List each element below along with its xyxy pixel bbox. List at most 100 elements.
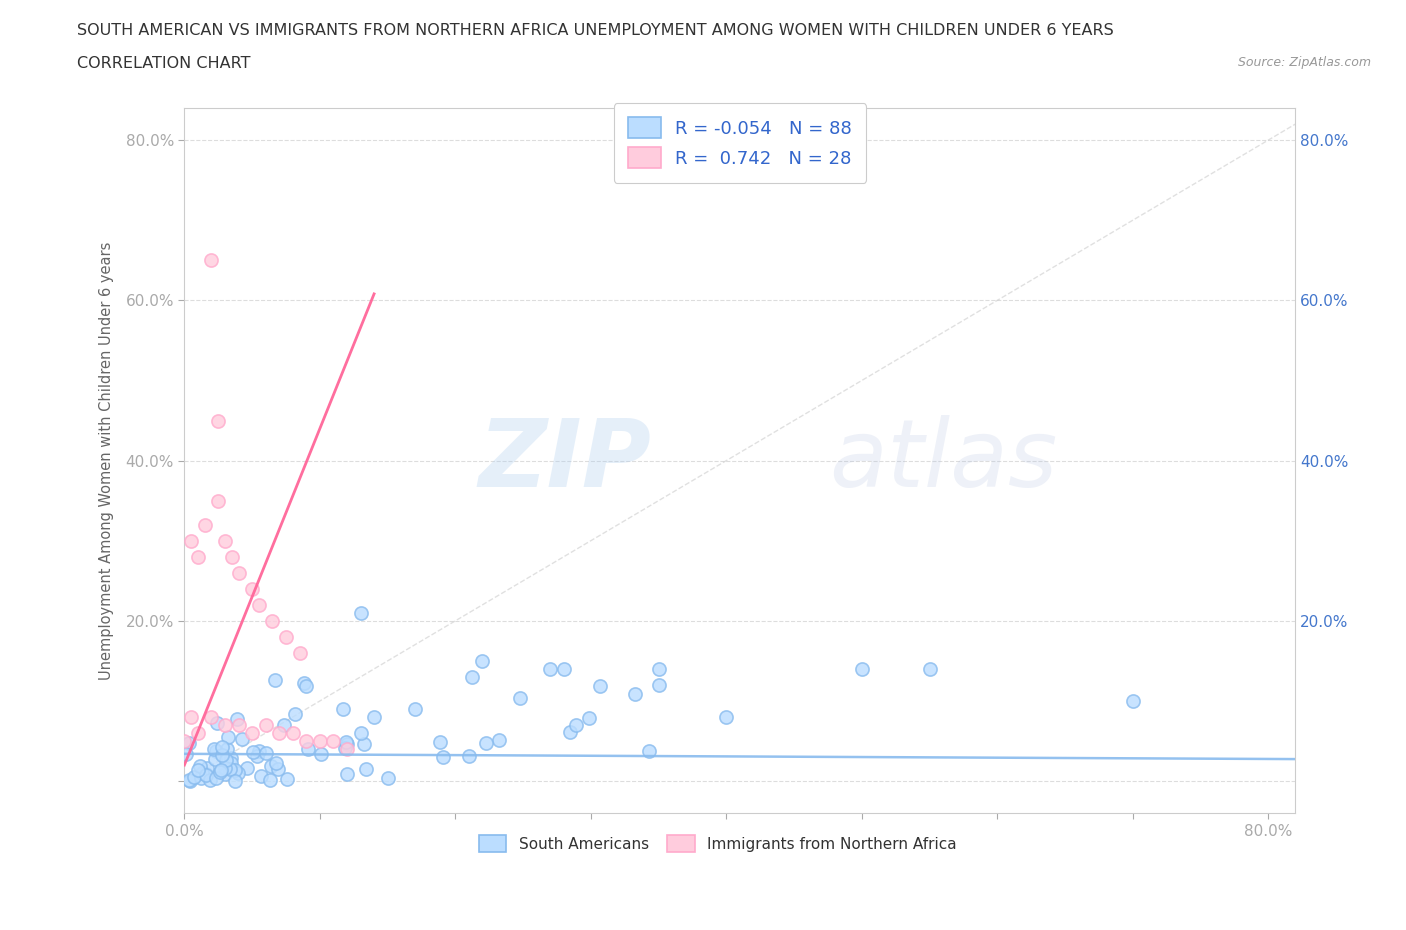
Point xyxy=(197,761,219,776)
Point xyxy=(565,718,588,733)
Point xyxy=(716,710,738,724)
Point xyxy=(295,678,318,693)
Point xyxy=(377,771,399,786)
Point xyxy=(349,605,371,620)
Point xyxy=(309,734,332,749)
Point xyxy=(214,718,236,733)
Point xyxy=(190,771,212,786)
Point xyxy=(509,691,531,706)
Point xyxy=(214,533,236,548)
Point xyxy=(336,741,359,756)
Point xyxy=(269,725,291,740)
Point xyxy=(297,741,319,756)
Point xyxy=(212,749,235,764)
Point xyxy=(349,725,371,740)
Text: Source: ZipAtlas.com: Source: ZipAtlas.com xyxy=(1237,56,1371,69)
Point xyxy=(246,749,269,764)
Point xyxy=(457,749,479,764)
Point xyxy=(589,678,612,693)
Text: atlas: atlas xyxy=(828,415,1057,506)
Point xyxy=(558,724,581,739)
Point xyxy=(226,765,249,780)
Point xyxy=(209,764,232,779)
Point xyxy=(205,743,228,758)
Point xyxy=(173,734,195,749)
Point xyxy=(309,747,332,762)
Text: SOUTH AMERICAN VS IMMIGRANTS FROM NORTHERN AFRICA UNEMPLOYMENT AMONG WOMEN WITH : SOUTH AMERICAN VS IMMIGRANTS FROM NORTHE… xyxy=(77,23,1114,38)
Point xyxy=(335,735,357,750)
Point xyxy=(336,766,359,781)
Point xyxy=(288,645,311,660)
Point xyxy=(174,747,197,762)
Point xyxy=(332,701,354,716)
Point xyxy=(187,763,209,777)
Point xyxy=(180,710,202,724)
Point xyxy=(262,614,284,629)
Point xyxy=(637,744,659,759)
Point xyxy=(322,734,344,749)
Point xyxy=(207,493,229,508)
Point xyxy=(217,742,239,757)
Point xyxy=(284,707,307,722)
Point xyxy=(254,746,277,761)
Point xyxy=(242,745,264,760)
Point xyxy=(198,773,221,788)
Point xyxy=(179,773,201,788)
Point xyxy=(221,751,243,765)
Point xyxy=(179,774,201,789)
Point xyxy=(202,742,225,757)
Point xyxy=(204,770,226,785)
Point xyxy=(553,661,575,676)
Point xyxy=(264,755,287,770)
Point xyxy=(187,725,209,740)
Point xyxy=(183,770,205,785)
Point xyxy=(260,759,283,774)
Point xyxy=(228,718,250,733)
Point xyxy=(259,772,281,787)
Point xyxy=(538,661,561,676)
Point xyxy=(254,718,277,733)
Point xyxy=(250,768,273,783)
Point xyxy=(276,772,298,787)
Point xyxy=(188,759,211,774)
Point xyxy=(432,750,454,764)
Point xyxy=(240,581,263,596)
Point xyxy=(267,762,290,777)
Point xyxy=(200,253,222,268)
Point xyxy=(263,672,285,687)
Point xyxy=(918,661,941,676)
Point xyxy=(274,630,297,644)
Point xyxy=(488,732,510,747)
Point xyxy=(224,763,246,777)
Point xyxy=(207,413,229,428)
Point xyxy=(578,711,600,725)
Point xyxy=(461,670,484,684)
Point xyxy=(295,734,318,749)
Point xyxy=(292,675,315,690)
Point xyxy=(354,761,377,776)
Point xyxy=(851,661,873,676)
Point xyxy=(194,517,217,532)
Point xyxy=(404,701,426,716)
Point xyxy=(429,735,451,750)
Point xyxy=(471,654,494,669)
Point xyxy=(363,710,385,724)
Point xyxy=(180,533,202,548)
Point xyxy=(200,710,222,724)
Point xyxy=(191,765,214,780)
Text: CORRELATION CHART: CORRELATION CHART xyxy=(77,56,250,71)
Point xyxy=(209,763,232,777)
Point xyxy=(205,715,228,730)
Point xyxy=(187,550,209,565)
Point xyxy=(353,737,375,751)
Point xyxy=(211,748,233,763)
Point xyxy=(647,677,669,692)
Point xyxy=(214,761,236,776)
Text: ZIP: ZIP xyxy=(478,415,651,507)
Point xyxy=(228,565,250,580)
Point xyxy=(221,550,243,565)
Point xyxy=(235,761,257,776)
Point xyxy=(336,737,359,751)
Point xyxy=(247,597,270,612)
Point xyxy=(195,767,218,782)
